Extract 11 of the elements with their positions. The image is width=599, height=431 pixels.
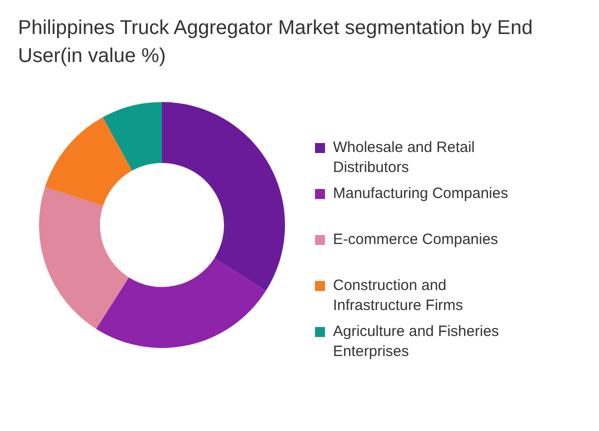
- legend-label: Agriculture and Fisheries Enterprises: [333, 322, 500, 362]
- legend-label: E-commerce Companies: [333, 230, 500, 250]
- legend-label: Wholesale and Retail Distributors: [333, 138, 476, 178]
- donut-slice: [102, 102, 162, 171]
- donut-slice: [96, 258, 266, 348]
- chart-title: Philippines Truck Aggregator Market segmentation by End User(in value %): [18, 16, 534, 69]
- legend-label: Manufacturing Companies: [333, 184, 510, 204]
- legend-label: Construction and Infrastructure Firms: [333, 276, 464, 316]
- donut-slice: [39, 186, 129, 329]
- donut-slice: [45, 117, 132, 206]
- donut-slice: [162, 102, 285, 291]
